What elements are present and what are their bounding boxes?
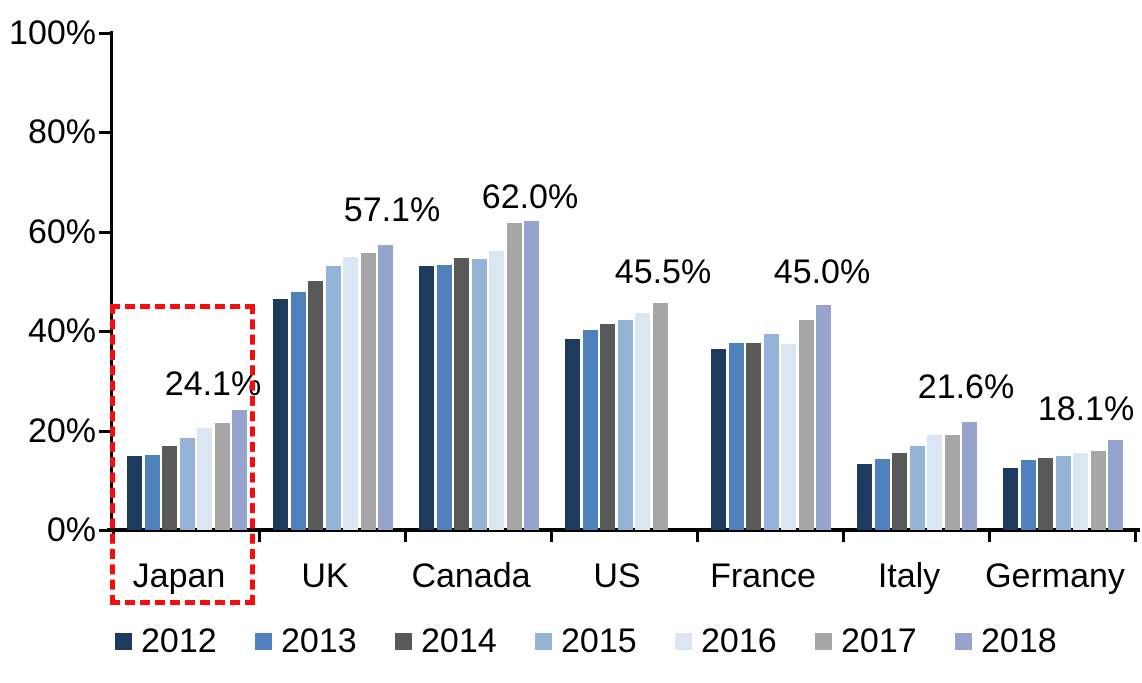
bar bbox=[197, 428, 212, 530]
y-axis-tick bbox=[99, 230, 113, 234]
bar bbox=[436, 264, 452, 530]
legend-label: 2017 bbox=[841, 622, 917, 660]
bar bbox=[816, 305, 831, 530]
bar bbox=[1090, 450, 1106, 530]
legend-swatch bbox=[115, 633, 132, 650]
legend-swatch bbox=[395, 633, 412, 650]
category-label: Italy bbox=[877, 557, 941, 595]
y-axis-tick-label: 20% bbox=[27, 411, 96, 450]
x-axis-tick bbox=[987, 530, 991, 542]
bar bbox=[489, 250, 504, 530]
bar bbox=[763, 334, 779, 530]
legend-swatch bbox=[955, 633, 972, 650]
y-axis-line bbox=[110, 31, 113, 531]
category-label: Japan bbox=[132, 557, 226, 595]
bar bbox=[565, 339, 580, 530]
legend-label: 2015 bbox=[561, 622, 637, 660]
legend-swatch bbox=[675, 633, 692, 650]
category-label: UK bbox=[301, 557, 349, 595]
bar bbox=[746, 342, 761, 530]
legend-swatch bbox=[815, 633, 832, 650]
legend-swatch bbox=[255, 633, 272, 650]
bar bbox=[1020, 460, 1036, 530]
bar bbox=[909, 446, 925, 530]
bar bbox=[1073, 452, 1088, 530]
bar bbox=[892, 453, 907, 530]
x-axis-tick bbox=[1133, 530, 1137, 542]
bar bbox=[617, 320, 633, 530]
data-label: 45.0% bbox=[773, 253, 871, 291]
bar bbox=[1038, 458, 1053, 530]
category-label: US bbox=[593, 557, 641, 595]
bar bbox=[343, 257, 358, 530]
y-axis-tick-label: 80% bbox=[27, 113, 96, 152]
data-label: 21.6% bbox=[917, 368, 1015, 406]
bar bbox=[652, 302, 668, 530]
bar bbox=[232, 409, 247, 530]
x-axis-tick bbox=[257, 530, 261, 542]
bar bbox=[214, 422, 230, 530]
bar bbox=[798, 319, 814, 530]
bar bbox=[378, 245, 393, 530]
bar bbox=[273, 298, 288, 530]
bar bbox=[944, 434, 960, 530]
bar bbox=[506, 222, 522, 530]
data-label: 45.5% bbox=[614, 253, 712, 291]
bar bbox=[635, 312, 650, 530]
bar bbox=[857, 464, 872, 530]
x-axis-tick bbox=[403, 530, 407, 542]
data-label: 62.0% bbox=[481, 178, 579, 216]
data-label: 18.1% bbox=[1037, 390, 1135, 428]
x-axis-tick bbox=[111, 530, 115, 542]
category-label: Germany bbox=[985, 557, 1125, 595]
bar bbox=[524, 220, 539, 530]
x-axis-tick bbox=[549, 530, 553, 542]
bar bbox=[962, 422, 977, 530]
bar bbox=[162, 446, 177, 530]
bar bbox=[360, 252, 376, 530]
bar bbox=[600, 324, 615, 530]
bar bbox=[454, 257, 469, 530]
bar bbox=[419, 266, 434, 530]
x-axis-tick bbox=[695, 530, 699, 542]
x-axis-line bbox=[107, 528, 1140, 532]
legend-label: 2016 bbox=[701, 622, 777, 660]
bar bbox=[127, 455, 142, 530]
bar bbox=[781, 344, 796, 530]
bar bbox=[1003, 467, 1018, 530]
y-axis-tick bbox=[99, 330, 113, 334]
bar bbox=[308, 281, 323, 530]
y-axis-tick bbox=[99, 529, 113, 532]
bar bbox=[325, 265, 341, 530]
x-axis-tick bbox=[841, 530, 845, 542]
y-axis-tick-label: 40% bbox=[27, 312, 96, 351]
bar bbox=[711, 348, 726, 530]
y-axis-tick-label: 60% bbox=[27, 212, 96, 251]
data-label: 24.1% bbox=[164, 365, 262, 403]
legend-swatch bbox=[535, 633, 552, 650]
bar bbox=[874, 459, 890, 530]
bar bbox=[728, 342, 744, 530]
bar bbox=[290, 291, 306, 530]
y-axis-tick-label: 100% bbox=[9, 14, 96, 52]
y-axis-tick bbox=[99, 32, 113, 35]
category-label: Canada bbox=[411, 557, 531, 595]
legend-label: 2018 bbox=[981, 622, 1057, 660]
category-label: France bbox=[710, 557, 816, 595]
bar bbox=[1108, 439, 1123, 530]
legend-label: 2013 bbox=[281, 622, 357, 660]
y-axis-tick bbox=[99, 429, 113, 433]
bar bbox=[179, 438, 195, 530]
bar bbox=[582, 330, 598, 530]
bar bbox=[471, 258, 487, 530]
y-axis-tick bbox=[99, 131, 113, 135]
legend-label: 2014 bbox=[421, 622, 497, 660]
bar bbox=[144, 454, 160, 530]
bar bbox=[927, 435, 942, 530]
bar bbox=[1055, 456, 1071, 530]
legend-label: 2012 bbox=[141, 622, 217, 660]
y-axis-tick-label: 0% bbox=[46, 511, 96, 549]
data-label: 57.1% bbox=[343, 191, 441, 229]
